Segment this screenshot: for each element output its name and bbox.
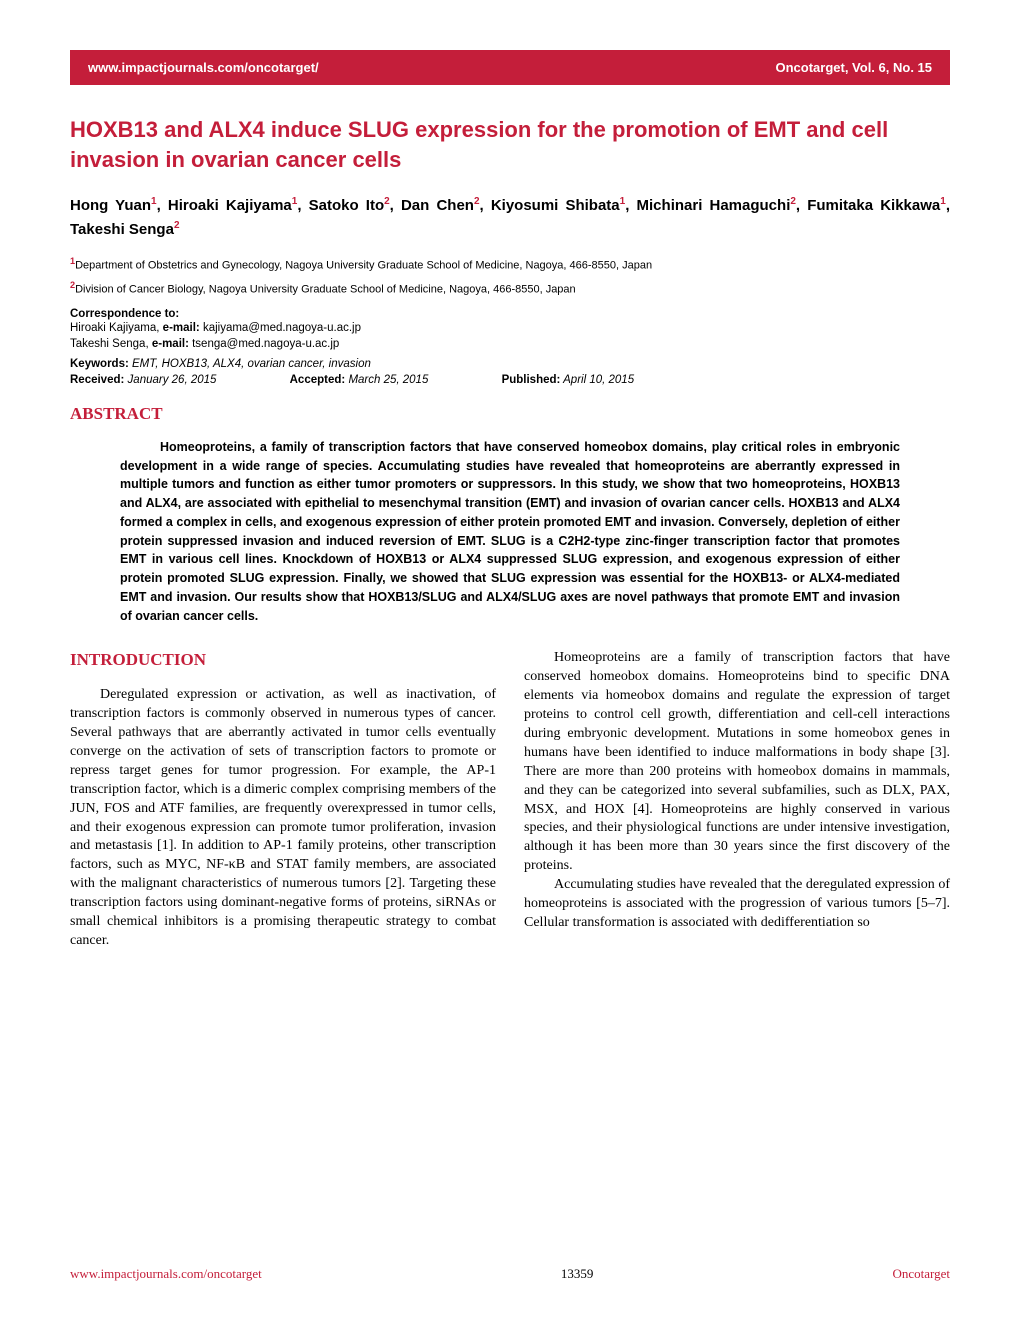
footer-page-number: 13359 <box>561 1266 594 1282</box>
affiliations-block: 1Department of Obstetrics and Gynecology… <box>70 255 950 297</box>
footer-left: www.impactjournals.com/oncotarget <box>70 1266 262 1282</box>
intro-col1-p1: Deregulated expression or activation, as… <box>70 686 496 950</box>
keywords-label: Keywords: <box>70 358 129 370</box>
abstract-text: Homeoproteins, a family of transcription… <box>70 438 950 626</box>
left-column: INTRODUCTION Deregulated expression or a… <box>70 649 496 950</box>
journal-header-bar: www.impactjournals.com/oncotarget/ Oncot… <box>70 50 950 85</box>
published-label: Published: <box>502 374 561 386</box>
received-value: January 26, 2015 <box>128 374 217 386</box>
abstract-paragraph: Homeoproteins, a family of transcription… <box>120 438 900 626</box>
right-column: Homeoproteins are a family of transcript… <box>524 649 950 950</box>
correspondence-line: Takeshi Senga, e-mail: tsenga@med.nagoya… <box>70 336 950 352</box>
footer-right: Oncotarget <box>892 1266 950 1282</box>
correspondence-block: Correspondence to: Hiroaki Kajiyama, e-m… <box>70 308 950 352</box>
published-value: April 10, 2015 <box>563 374 634 386</box>
received-label: Received: <box>70 374 124 386</box>
affiliation-line: 1Department of Obstetrics and Gynecology… <box>70 255 950 274</box>
article-title: HOXB13 and ALX4 induce SLUG expression f… <box>70 115 950 174</box>
page-footer: www.impactjournals.com/oncotarget 13359 … <box>70 1266 950 1282</box>
header-left-url: www.impactjournals.com/oncotarget/ <box>88 60 319 75</box>
page: www.impactjournals.com/oncotarget/ Oncot… <box>0 0 1020 1320</box>
correspondence-label: Correspondence to: <box>70 308 950 320</box>
accepted-label: Accepted: <box>290 374 346 386</box>
header-right-issue: Oncotarget, Vol. 6, No. 15 <box>775 60 932 75</box>
authors-list: Hong Yuan1, Hiroaki Kajiyama1, Satoko It… <box>70 194 950 241</box>
intro-col2-p1: Homeoproteins are a family of transcript… <box>524 649 950 876</box>
intro-col2-p2: Accumulating studies have revealed that … <box>524 876 950 933</box>
body-columns: INTRODUCTION Deregulated expression or a… <box>70 649 950 950</box>
affiliation-line: 2Division of Cancer Biology, Nagoya Univ… <box>70 279 950 298</box>
keywords-value: EMT, HOXB13, ALX4, ovarian cancer, invas… <box>132 358 371 370</box>
accepted-value: March 25, 2015 <box>348 374 428 386</box>
abstract-heading: ABSTRACT <box>70 404 950 424</box>
introduction-heading: INTRODUCTION <box>70 649 496 672</box>
dates-line: Received: January 26, 2015 Accepted: Mar… <box>70 374 950 386</box>
correspondence-line: Hiroaki Kajiyama, e-mail: kajiyama@med.n… <box>70 320 950 336</box>
keywords-line: Keywords: EMT, HOXB13, ALX4, ovarian can… <box>70 358 950 370</box>
